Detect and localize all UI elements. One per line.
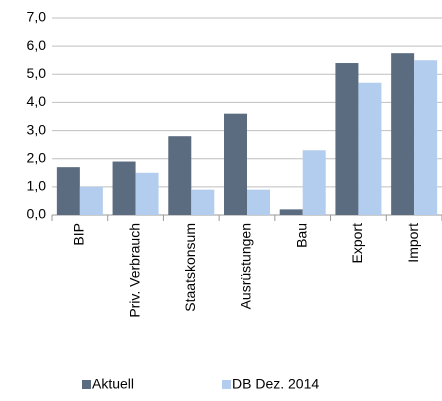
bar — [135, 172, 159, 215]
legend-swatch — [82, 380, 91, 389]
y-tick-label: 7,0 — [27, 9, 47, 25]
bar — [358, 82, 382, 215]
bar — [191, 189, 215, 215]
y-tick-label: 2,0 — [27, 149, 47, 165]
x-tick-label: BIP — [71, 223, 87, 246]
legend-label: Aktuell — [92, 376, 134, 392]
x-tick-label: Export — [349, 223, 365, 264]
bar — [79, 186, 103, 215]
bar — [56, 167, 80, 215]
bar — [391, 53, 415, 215]
y-tick-label: 0,0 — [27, 206, 47, 222]
bar — [168, 136, 192, 215]
x-tick-label: Bau — [293, 223, 309, 248]
y-tick-label: 5,0 — [27, 65, 47, 81]
bar — [112, 161, 136, 215]
bar — [302, 150, 326, 215]
bar — [247, 189, 270, 215]
bar — [224, 113, 247, 215]
bar — [335, 63, 359, 216]
legend-swatch — [222, 380, 231, 389]
bar — [279, 209, 303, 215]
bar — [414, 60, 438, 215]
x-tick-label: Priv. Verbrauch — [126, 223, 142, 318]
y-tick-label: 1,0 — [27, 178, 47, 194]
x-tick-label: Staatskonsum — [182, 223, 198, 312]
legend-label: DB Dez. 2014 — [232, 376, 319, 392]
y-tick-label: 4,0 — [27, 93, 47, 109]
x-tick-label: Ausrüstungen — [238, 223, 254, 309]
y-tick-label: 6,0 — [27, 37, 47, 53]
x-tick-label: Import — [405, 223, 421, 263]
y-tick-label: 3,0 — [27, 121, 47, 137]
